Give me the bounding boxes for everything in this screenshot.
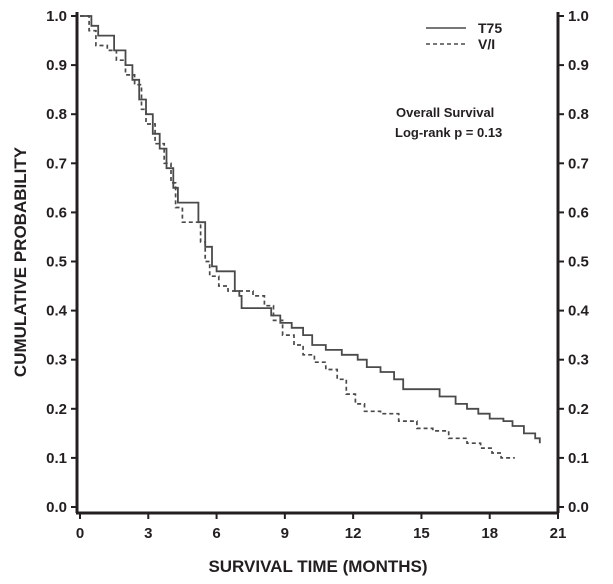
y-tick-label-left: 0.9 [46, 57, 67, 74]
y-tick-label-left: 0.3 [46, 352, 67, 369]
y-tick-label-left: 0.7 [46, 155, 67, 172]
y-tick-label-left: 0.0 [46, 499, 67, 516]
y-tick-label-right: 0.5 [568, 254, 589, 271]
x-axis-title: SURVIVAL TIME (MONTHS) [208, 557, 427, 576]
y-tick-label-left: 0.6 [46, 204, 67, 221]
y-tick-label-left: 0.8 [46, 106, 67, 123]
y-tick-label-right: 0.4 [568, 303, 590, 320]
x-tick-label: 18 [481, 525, 498, 542]
y-tick-label-right: 0.7 [568, 155, 589, 172]
y-tick-label-left: 0.1 [46, 450, 67, 467]
x-tick-label: 3 [144, 525, 152, 542]
annotation-pvalue: Log-rank p = 0.13 [395, 125, 502, 140]
y-tick-label-right: 0.8 [568, 106, 589, 123]
x-tick-label: 0 [76, 525, 84, 542]
y-tick-label-right: 0.0 [568, 499, 589, 516]
y-axis-title: CUMULATIVE PROBABILITY [11, 146, 30, 377]
series-line-v-i [80, 15, 515, 459]
y-tick-label-right: 0.2 [568, 401, 589, 418]
series-line-t75 [80, 15, 541, 444]
y-tick-label-left: 0.5 [46, 254, 67, 271]
x-tick-label: 6 [212, 525, 220, 542]
y-tick-label-right: 0.1 [568, 450, 589, 467]
annotation-title: Overall Survival [396, 105, 494, 120]
x-tick-label: 9 [281, 525, 289, 542]
legend: T75 V/I [426, 20, 502, 52]
x-tick-label: 12 [345, 525, 362, 542]
legend-label-t75: T75 [478, 20, 502, 36]
legend-label-vi: V/I [478, 36, 495, 52]
x-tick-label: 15 [413, 525, 430, 542]
y-tick-label-right: 0.6 [568, 204, 589, 221]
y-tick-label-right: 1.0 [568, 8, 589, 25]
axes: 0.0 0.0 0.1 0.1 0.2 0.2 0.3 0.3 0.4 0.4 0.5 0.5 0.6 0… [46, 8, 589, 542]
survival-curves [79, 15, 541, 459]
y-tick-label-left: 1.0 [46, 8, 67, 25]
y-tick-label-right: 0.9 [568, 57, 589, 74]
y-tick-label-left: 0.4 [46, 303, 68, 320]
y-tick-label-right: 0.3 [568, 352, 589, 369]
x-tick-label: 21 [550, 525, 567, 542]
y-tick-label-left: 0.2 [46, 401, 67, 418]
